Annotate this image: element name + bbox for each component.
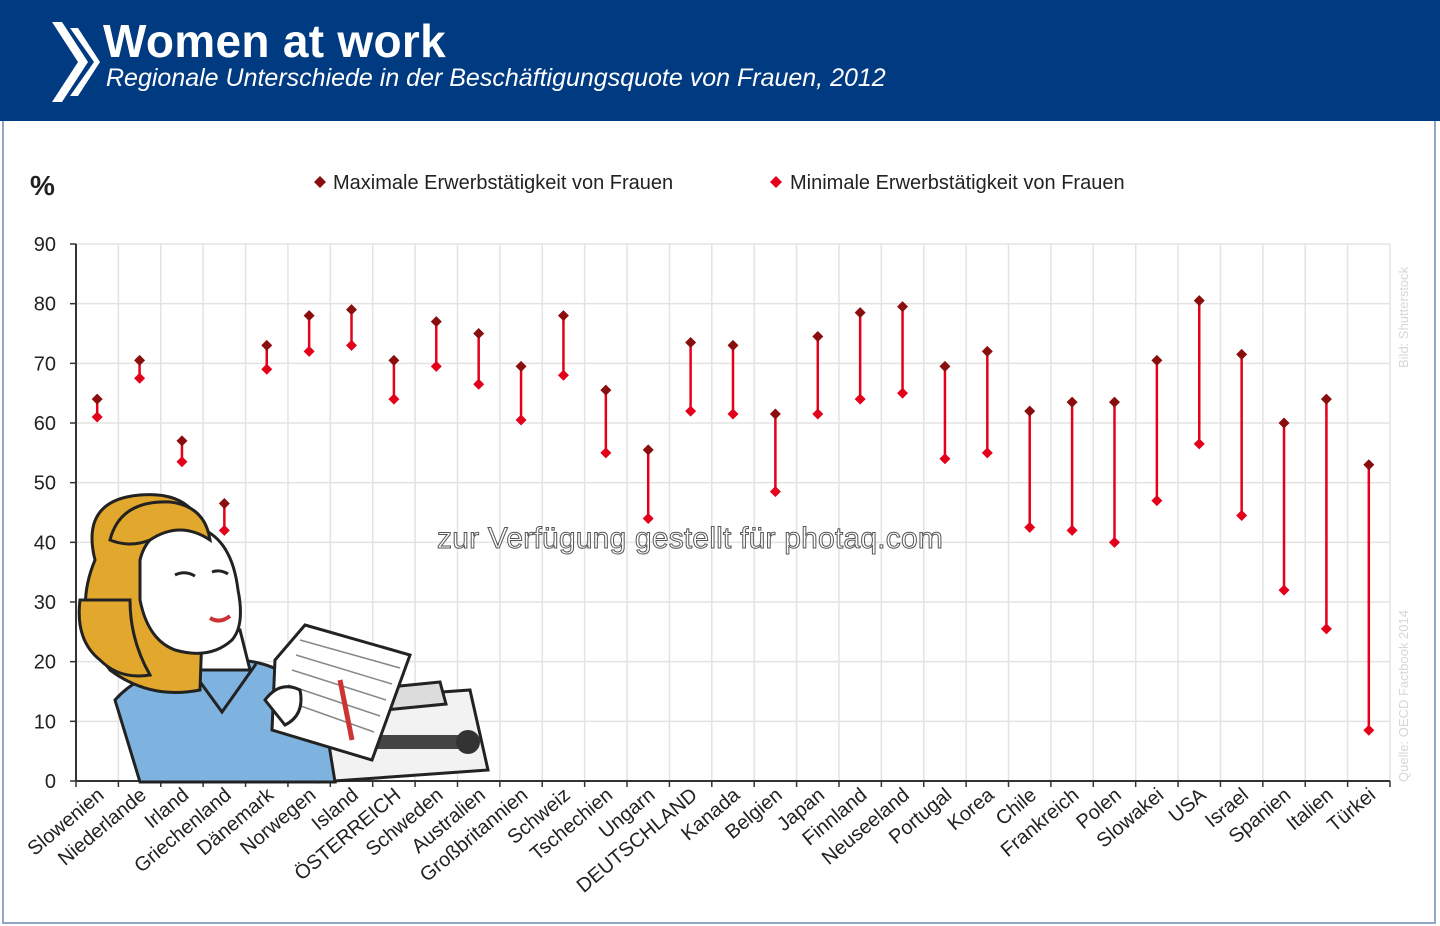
- min-point: [981, 447, 993, 459]
- y-tick-label: 0: [45, 771, 56, 793]
- min-point: [1024, 521, 1036, 533]
- min-point: [642, 512, 654, 524]
- max-point: [769, 408, 781, 420]
- min-point: [769, 486, 781, 498]
- min-point: [176, 456, 188, 468]
- max-point: [388, 354, 400, 366]
- oecd-logo-icon: [52, 22, 100, 102]
- max-point: [261, 339, 273, 351]
- max-point: [981, 345, 993, 357]
- min-point: [1151, 495, 1163, 507]
- min-point: [473, 378, 485, 390]
- max-point: [303, 310, 315, 322]
- source-credit: Quelle: OECD Factbook 2014: [1396, 610, 1411, 782]
- x-tick-label: Korea: [944, 783, 1000, 835]
- min-point: [261, 363, 273, 375]
- max-point: [1108, 396, 1120, 408]
- max-point: [346, 304, 358, 316]
- min-point: [515, 414, 527, 426]
- data-points: [91, 295, 1375, 736]
- min-point: [388, 393, 400, 405]
- max-point: [1236, 348, 1248, 360]
- legend-max-label: Maximale Erwerbstätigkeit von Frauen: [333, 172, 673, 194]
- max-point: [134, 354, 146, 366]
- y-tick-label: 70: [34, 353, 56, 375]
- max-point: [897, 301, 909, 313]
- min-point: [557, 369, 569, 381]
- min-point: [854, 393, 866, 405]
- min-point: [600, 447, 612, 459]
- min-point: [430, 360, 442, 372]
- y-tick-label: 30: [34, 592, 56, 614]
- max-point: [600, 384, 612, 396]
- max-point: [515, 360, 527, 372]
- chart-frame: [2, 121, 1436, 924]
- max-point: [473, 328, 485, 339]
- min-point: [1108, 536, 1120, 548]
- min-point: [1363, 724, 1375, 736]
- y-tick-label: 10: [34, 711, 56, 733]
- min-point: [1236, 509, 1248, 521]
- min-point: [218, 524, 230, 536]
- min-point: [1066, 524, 1078, 536]
- max-point: [727, 339, 739, 351]
- x-tick-label: USA: [1165, 784, 1211, 828]
- y-axis-unit: %: [30, 170, 55, 201]
- legend-min-marker: [770, 176, 782, 188]
- max-point: [1193, 295, 1205, 307]
- y-tick-label: 90: [34, 234, 56, 256]
- max-point: [939, 360, 951, 372]
- min-point: [91, 411, 103, 423]
- max-point: [854, 307, 866, 319]
- legend-min-label: Minimale Erwerbstätigkeit von Frauen: [790, 172, 1125, 194]
- page-subtitle: Regionale Unterschiede in der Beschäftig…: [106, 64, 886, 92]
- page-title: Women at work: [103, 15, 446, 67]
- max-point: [557, 310, 569, 322]
- max-point: [1320, 393, 1332, 405]
- max-point: [1024, 405, 1036, 417]
- max-point: [685, 336, 697, 348]
- x-tick-labels: SlowenienNiederlandeIrlandGriechenlandDä…: [24, 783, 1380, 897]
- y-tick-label: 50: [34, 473, 56, 495]
- min-point: [812, 408, 824, 420]
- y-tick-label: 40: [34, 532, 56, 554]
- y-tick-label: 60: [34, 413, 56, 435]
- min-point: [346, 339, 358, 351]
- watermark-text: zur Verfügung gestellt für photaq.com: [436, 522, 944, 556]
- min-point: [685, 405, 697, 417]
- min-point: [1278, 584, 1290, 596]
- max-point: [1066, 396, 1078, 408]
- y-tick-label: 80: [34, 294, 56, 316]
- woman-illustration: [77, 493, 490, 784]
- min-point: [303, 345, 315, 357]
- max-point: [812, 330, 824, 342]
- x-tick-label: Türkei: [1323, 784, 1380, 837]
- max-point: [642, 444, 654, 456]
- max-point: [1151, 354, 1163, 366]
- max-point: [430, 316, 442, 328]
- legend-max-marker: [314, 176, 326, 188]
- min-point: [939, 453, 951, 465]
- max-point: [218, 498, 230, 510]
- min-point: [1320, 623, 1332, 635]
- min-point: [134, 372, 146, 384]
- max-point: [176, 435, 188, 447]
- header-bar: Women at work Regionale Unterschiede in …: [0, 0, 1440, 121]
- min-point: [1193, 438, 1205, 450]
- image-credit: Bild: Shutterstock: [1396, 266, 1411, 368]
- max-point: [1363, 459, 1375, 471]
- legend: Maximale Erwerbstätigkeit von Frauen Min…: [314, 172, 1125, 194]
- max-point: [91, 393, 103, 405]
- min-point: [727, 408, 739, 420]
- y-tick-label: 20: [34, 652, 56, 674]
- min-point: [897, 387, 909, 399]
- max-point: [1278, 417, 1290, 429]
